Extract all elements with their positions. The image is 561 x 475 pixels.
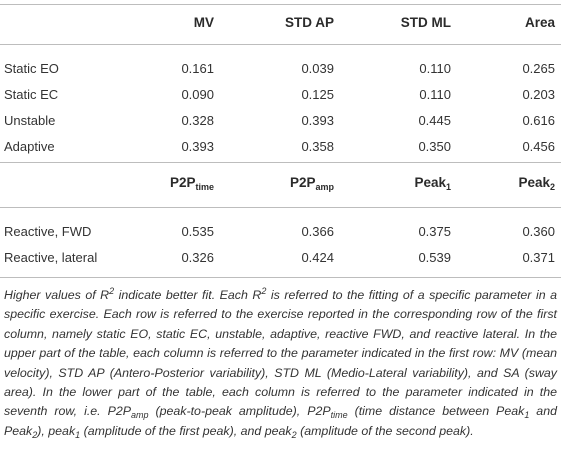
table-row: Static EO 0.161 0.039 0.110 0.265: [0, 56, 561, 82]
cell-peak-1: 0.375: [418, 224, 451, 239]
header-p2p-amp: P2Pamp: [289, 175, 334, 192]
cell-peak-2: 0.360: [522, 224, 555, 239]
cell-mv: 0.328: [181, 113, 214, 128]
header-peak-1: Peak1: [414, 175, 451, 192]
row-label: Reactive, lateral: [4, 250, 98, 265]
cell-peak-1: 0.539: [418, 250, 451, 265]
cell-std-ap: 0.125: [301, 87, 334, 102]
upper-header-rule: [0, 44, 561, 45]
cell-std-ml: 0.110: [419, 87, 451, 102]
cell-mv: 0.393: [181, 139, 214, 154]
table-row: Adaptive 0.393 0.358 0.350 0.456: [0, 134, 561, 160]
header-std-ml: STD ML: [400, 15, 451, 30]
cell-std-ml: 0.445: [418, 113, 451, 128]
upper-header-row: MV STD AP STD ML Area: [0, 10, 561, 36]
row-label: Unstable: [4, 113, 56, 128]
cell-std-ap: 0.393: [301, 113, 334, 128]
cell-mv: 0.090: [181, 87, 214, 102]
cell-p2p-amp: 0.366: [301, 224, 334, 239]
lower-header-rule: [0, 207, 561, 208]
cell-std-ap: 0.358: [301, 139, 334, 154]
row-label: Adaptive: [4, 139, 55, 154]
cell-area: 0.203: [522, 87, 555, 102]
cell-std-ml: 0.350: [418, 139, 451, 154]
cell-area: 0.456: [522, 139, 555, 154]
cell-area: 0.616: [522, 113, 555, 128]
cell-mv: 0.161: [181, 61, 214, 76]
table-row: Static EC 0.090 0.125 0.110 0.203: [0, 82, 561, 108]
header-peak-2: Peak2: [518, 175, 555, 192]
cell-area: 0.265: [522, 61, 555, 76]
row-label: Reactive, FWD: [4, 224, 92, 239]
cell-std-ap: 0.039: [301, 61, 334, 76]
cell-p2p-time: 0.326: [181, 250, 214, 265]
section-rule: [0, 162, 561, 163]
row-label: Static EO: [4, 61, 59, 76]
table-footnote: Higher values of R2 indicate better fit.…: [4, 286, 557, 440]
cell-p2p-amp: 0.424: [301, 250, 334, 265]
lower-header-row: P2Ptime P2Pamp Peak1 Peak2: [0, 170, 561, 196]
table-row: Unstable 0.328 0.393 0.445 0.616: [0, 108, 561, 134]
table-row: Reactive, FWD 0.535 0.366 0.375 0.360: [0, 219, 561, 245]
row-label: Static EC: [4, 87, 59, 102]
header-mv: MV: [193, 15, 214, 30]
header-area: Area: [524, 15, 555, 30]
cell-std-ml: 0.110: [419, 61, 451, 76]
header-p2p-time: P2Ptime: [169, 175, 214, 192]
bottom-rule: [0, 277, 561, 278]
cell-peak-2: 0.371: [522, 250, 555, 265]
header-std-ap: STD AP: [284, 15, 334, 30]
top-rule: [0, 4, 561, 5]
table-row: Reactive, lateral 0.326 0.424 0.539 0.37…: [0, 245, 561, 271]
cell-p2p-time: 0.535: [181, 224, 214, 239]
